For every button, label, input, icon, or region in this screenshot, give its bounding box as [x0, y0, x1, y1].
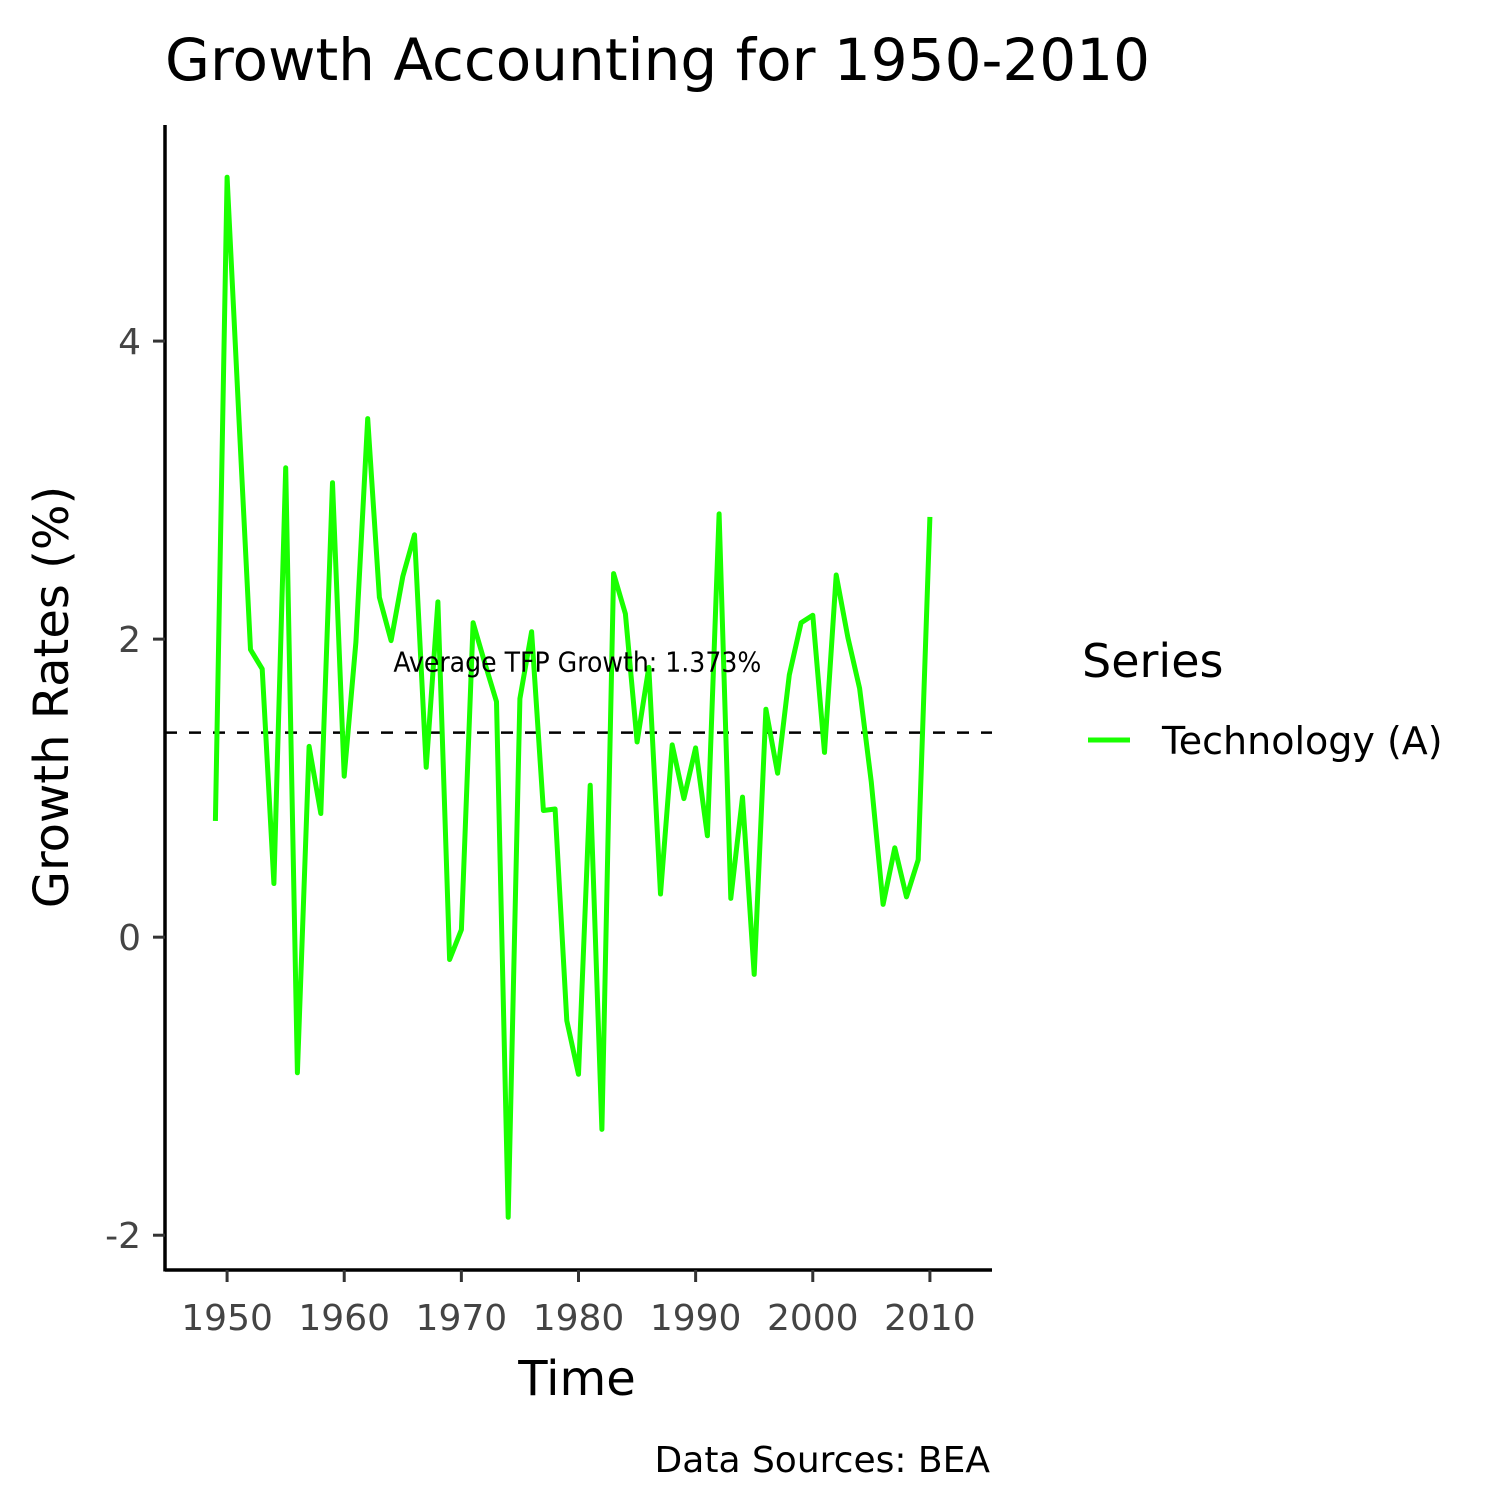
- y-tick-label: 0: [118, 918, 141, 959]
- y-tick-label: -2: [105, 1216, 141, 1257]
- x-tick-label: 1980: [533, 1298, 625, 1339]
- chart-title: Growth Accounting for 1950-2010: [165, 26, 1150, 94]
- legend: Series Technology (A): [1082, 634, 1443, 763]
- y-axis-ticks: -2 0 2 4: [105, 322, 165, 1257]
- x-tick-label: 2010: [884, 1298, 976, 1339]
- y-tick-label: 4: [118, 322, 141, 363]
- x-tick-label: 1950: [181, 1298, 273, 1339]
- x-axis-ticks: 1950 1960 1970 1980 1990 2000 2010: [181, 1270, 976, 1339]
- legend-label-technology: Technology (A): [1161, 719, 1443, 763]
- x-axis-title: Time: [517, 1351, 635, 1407]
- x-tick-label: 2000: [767, 1298, 859, 1339]
- series-line-technology: [212, 174, 933, 1220]
- x-tick-label: 1990: [650, 1298, 742, 1339]
- x-tick-label: 1960: [298, 1298, 390, 1339]
- average-annotation: Average TFP Growth: 1.373%: [393, 645, 761, 678]
- y-tick-label: 2: [118, 620, 141, 661]
- y-axis-title: Growth Rates (%): [24, 486, 80, 908]
- caption: Data Sources: BEA: [655, 1440, 991, 1481]
- x-tick-label: 1970: [416, 1298, 508, 1339]
- plot-area: Average TFP Growth: 1.373%: [165, 174, 992, 1220]
- legend-title: Series: [1082, 634, 1223, 688]
